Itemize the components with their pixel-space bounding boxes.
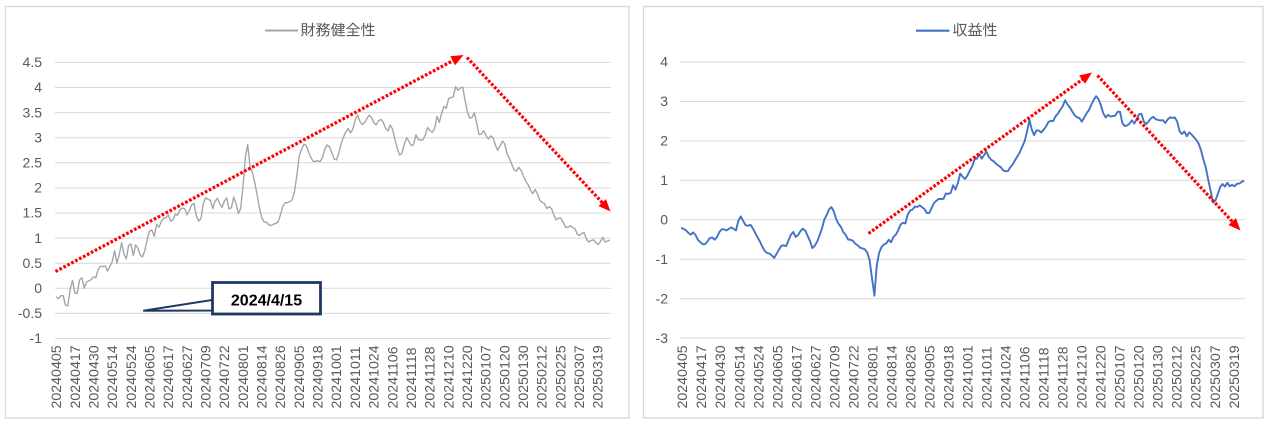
svg-text:20250130: 20250130 [516, 345, 532, 408]
svg-text:20241106: 20241106 [1018, 346, 1034, 408]
svg-text:20241128: 20241128 [1056, 346, 1072, 408]
svg-text:20240430: 20240430 [713, 345, 729, 408]
svg-text:20241128: 20241128 [423, 346, 439, 408]
svg-text:20240605: 20240605 [770, 345, 786, 408]
svg-text:2024/4/15: 2024/4/15 [231, 293, 302, 310]
svg-text:3.5: 3.5 [23, 104, 43, 120]
svg-text:20240430: 20240430 [87, 345, 103, 408]
svg-text:3: 3 [660, 93, 668, 109]
svg-text:20240405: 20240405 [49, 345, 65, 408]
svg-text:20240826: 20240826 [903, 345, 919, 408]
svg-text:20241220: 20241220 [460, 345, 476, 408]
svg-text:20240905: 20240905 [923, 345, 939, 408]
svg-text:0: 0 [34, 280, 42, 296]
svg-text:1.5: 1.5 [23, 205, 43, 221]
svg-text:20241210: 20241210 [441, 345, 457, 408]
svg-text:-1: -1 [30, 330, 43, 346]
svg-text:20240617: 20240617 [161, 345, 177, 408]
svg-text:20241011: 20241011 [348, 346, 364, 408]
svg-text:20240617: 20240617 [789, 345, 805, 408]
svg-text:20250307: 20250307 [1208, 345, 1224, 408]
svg-text:20250120: 20250120 [1132, 345, 1148, 408]
svg-text:4.5: 4.5 [23, 54, 43, 70]
svg-text:0.5: 0.5 [23, 255, 43, 271]
svg-text:20240605: 20240605 [143, 345, 159, 408]
svg-text:20240627: 20240627 [180, 345, 196, 408]
svg-text:20240709: 20240709 [827, 345, 843, 408]
svg-text:20250319: 20250319 [1227, 345, 1243, 408]
svg-text:20250130: 20250130 [1151, 345, 1167, 408]
svg-text:20250212: 20250212 [535, 345, 551, 408]
svg-text:4: 4 [34, 79, 42, 95]
svg-text:20250212: 20250212 [1170, 345, 1186, 408]
svg-text:20250107: 20250107 [1113, 345, 1129, 408]
svg-text:20250107: 20250107 [479, 345, 495, 408]
svg-text:20241024: 20241024 [999, 345, 1015, 408]
svg-text:20250307: 20250307 [572, 345, 588, 408]
svg-text:20240524: 20240524 [751, 345, 767, 408]
svg-text:3: 3 [34, 129, 42, 145]
svg-text:20240417: 20240417 [68, 345, 84, 408]
svg-text:-3: -3 [656, 330, 669, 346]
svg-text:20241001: 20241001 [329, 345, 345, 408]
svg-text:20240514: 20240514 [732, 345, 748, 408]
svg-text:20240514: 20240514 [105, 345, 121, 408]
svg-text:20240905: 20240905 [292, 345, 308, 408]
svg-text:-0.5: -0.5 [18, 305, 42, 321]
svg-text:0: 0 [660, 212, 668, 228]
svg-text:20241220: 20241220 [1094, 345, 1110, 408]
svg-text:4: 4 [660, 54, 668, 70]
svg-text:20240814: 20240814 [884, 345, 900, 408]
svg-text:1: 1 [34, 230, 42, 246]
svg-text:20250225: 20250225 [553, 345, 569, 408]
svg-text:1: 1 [660, 172, 668, 188]
svg-text:20241118: 20241118 [404, 347, 420, 408]
svg-text:20240918: 20240918 [942, 345, 958, 408]
svg-text:2: 2 [660, 133, 668, 149]
svg-text:20240814: 20240814 [255, 345, 271, 408]
svg-text:20240801: 20240801 [865, 345, 881, 408]
svg-text:20240405: 20240405 [675, 345, 691, 408]
svg-text:20241106: 20241106 [385, 346, 401, 408]
svg-text:2.5: 2.5 [23, 155, 43, 171]
svg-text:20240722: 20240722 [217, 345, 233, 408]
svg-text:2: 2 [34, 180, 42, 196]
svg-text:20250120: 20250120 [497, 345, 513, 408]
svg-text:20240801: 20240801 [236, 345, 252, 408]
svg-text:20241210: 20241210 [1075, 345, 1091, 408]
svg-text:20250225: 20250225 [1189, 345, 1205, 408]
svg-text:-1: -1 [656, 251, 669, 267]
svg-text:20241118: 20241118 [1037, 347, 1053, 408]
svg-text:20240918: 20240918 [311, 345, 327, 408]
svg-text:20250319: 20250319 [591, 345, 607, 408]
svg-text:20240709: 20240709 [199, 345, 215, 408]
svg-text:20240722: 20240722 [846, 345, 862, 408]
svg-text:20241024: 20241024 [367, 345, 383, 408]
svg-text:-2: -2 [656, 290, 669, 306]
svg-text:20241001: 20241001 [961, 345, 977, 408]
svg-text:20240524: 20240524 [124, 345, 140, 408]
svg-text:20240826: 20240826 [273, 345, 289, 408]
svg-text:20240417: 20240417 [694, 345, 710, 408]
svg-text:20240627: 20240627 [808, 345, 824, 408]
svg-text:20241011: 20241011 [980, 346, 996, 408]
